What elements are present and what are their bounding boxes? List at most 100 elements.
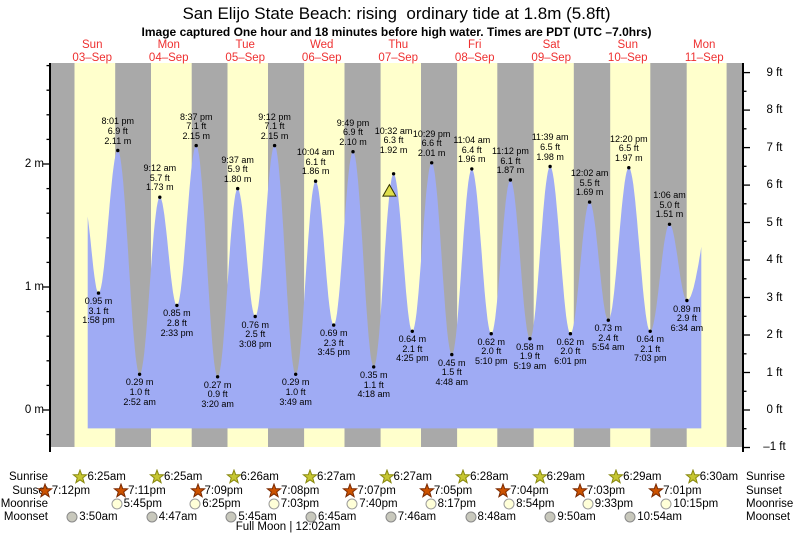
astro-row-label-left: Moonset bbox=[3, 510, 48, 523]
sunrise-entry bbox=[148, 468, 165, 490]
astro-row-label-left: Sunrise bbox=[9, 471, 48, 483]
right-axis-tick-label: 9 ft bbox=[766, 66, 783, 79]
moonset-entry bbox=[542, 509, 558, 530]
day-name: Thu bbox=[388, 39, 409, 51]
sunset-time: 7:08pm bbox=[280, 484, 320, 497]
moonset-time: 4:47am bbox=[158, 510, 198, 523]
annotation-line: 5.0 ft bbox=[659, 199, 680, 210]
annotation-line: 1.0 ft bbox=[129, 386, 150, 397]
sunset-icon bbox=[418, 482, 435, 498]
low-tide-annotation: 0.29 m 1.0 ft 2:52 am bbox=[123, 378, 156, 407]
day-name: Mon bbox=[693, 39, 716, 51]
left-axis-tick-label: 1 m bbox=[24, 281, 44, 293]
sunset-time: 7:05pm bbox=[433, 484, 473, 497]
annotation-line: 10:29 pm bbox=[412, 128, 451, 139]
moonrise-icon bbox=[503, 498, 515, 509]
sunset-icon bbox=[113, 482, 130, 498]
sunrise-time: 6:28am bbox=[470, 471, 509, 483]
annotation-line: 2.15 m bbox=[182, 130, 210, 141]
sunset-icon bbox=[36, 482, 53, 498]
annotation-line: 5:10 pm bbox=[474, 355, 508, 366]
annotation-line: 2:33 pm bbox=[160, 327, 194, 338]
annotation-line: 1.97 m bbox=[615, 152, 643, 163]
annotation-line: 9:12 pm bbox=[258, 111, 291, 122]
right-axis-tick-label: 0 ft bbox=[766, 404, 783, 416]
astro-row-label-right: Sunset bbox=[746, 484, 782, 497]
sunrise-icon bbox=[225, 468, 242, 484]
annotation-line: 0.45 m bbox=[438, 357, 466, 368]
annotation-line: 11:12 pm bbox=[492, 145, 529, 156]
annotation-line: 7.1 ft bbox=[264, 121, 285, 132]
day-label: Sun 10–Sep bbox=[608, 39, 648, 64]
low-tide-annotation: 0.58 m 1.9 ft 5:19 am bbox=[514, 342, 547, 372]
moonrise-time: 9:33pm bbox=[594, 497, 634, 510]
sunrise-entry bbox=[684, 468, 701, 490]
left-axis-tick-label: 2 m bbox=[24, 158, 44, 170]
moonrise-icon bbox=[346, 498, 358, 509]
annotation-line: 1:58 pm bbox=[82, 315, 115, 326]
low-tide-annotation: 0.73 m 2.4 ft 5:54 am bbox=[592, 324, 625, 353]
moonrise-icon bbox=[582, 498, 594, 509]
astro-row-label-right: Moonset bbox=[746, 510, 791, 523]
day-name: Wed bbox=[310, 39, 334, 51]
annotation-line: 4:18 am bbox=[357, 389, 390, 400]
annotation-line: 0.89 m bbox=[673, 303, 701, 314]
annotation-line: 0.27 m bbox=[203, 379, 232, 390]
sunset-icon bbox=[189, 482, 206, 498]
sunrise-time: 6:29am bbox=[546, 471, 586, 483]
day-date: 04–Sep bbox=[148, 51, 189, 64]
annotation-line: 9:49 pm bbox=[336, 117, 370, 128]
annotation-line: 5.9 ft bbox=[227, 164, 248, 175]
annotation-line: 0.85 m bbox=[163, 308, 191, 319]
moonset-icon bbox=[465, 511, 477, 522]
moonset-icon bbox=[146, 511, 158, 522]
annotation-line: 0.69 m bbox=[319, 328, 348, 339]
annotation-line: 3.1 ft bbox=[88, 305, 109, 316]
sunrise-time: 6:30am bbox=[699, 471, 739, 483]
moonset-entry bbox=[144, 509, 160, 530]
moonrise-entry bbox=[344, 496, 360, 517]
sunset-icon bbox=[265, 482, 283, 498]
sunrise-icon bbox=[455, 468, 472, 484]
annotation-line: 1.98 m bbox=[536, 151, 564, 162]
annotation-line: 0.76 m bbox=[241, 319, 269, 330]
annotation-line: 11:04 am bbox=[453, 134, 491, 145]
high-tide-annotation: 10:29 pm 6.6 ft 2.01 m bbox=[412, 128, 451, 159]
annotation-line: 9:12 am bbox=[143, 163, 177, 174]
right-axis-tick-label: –1 ft bbox=[763, 441, 786, 454]
sunset-entry bbox=[342, 482, 359, 504]
moonrise-entry bbox=[580, 496, 596, 517]
sunset-entry bbox=[418, 482, 435, 504]
y-axes bbox=[43, 63, 750, 452]
low-tide-annotation: 0.64 m 2.1 ft 7:03 pm bbox=[634, 335, 667, 364]
annotation-line: 1.5 ft bbox=[441, 367, 462, 378]
day-name: Sun bbox=[82, 39, 103, 51]
sunrise-time: 6:25am bbox=[87, 471, 126, 483]
day-name: Sun bbox=[617, 39, 638, 51]
right-axis-tick-label: 7 ft bbox=[766, 141, 783, 154]
sunset-entry bbox=[265, 482, 283, 504]
sunset-icon bbox=[495, 482, 512, 498]
sunrise-time: 6:25am bbox=[163, 471, 203, 483]
annotation-line: 2.0 ft bbox=[481, 346, 502, 357]
annotation-line: 6:01 pm bbox=[554, 355, 587, 366]
moonset-icon bbox=[385, 511, 397, 522]
day-date: 09–Sep bbox=[531, 51, 572, 64]
annotation-line: 6.5 ft bbox=[540, 142, 561, 153]
sunset-entry bbox=[113, 482, 130, 504]
moonset-time: 10:54am bbox=[637, 510, 682, 523]
moonrise-time: 5:45pm bbox=[123, 497, 162, 510]
sunset-entry bbox=[189, 482, 206, 504]
low-tide-annotation: 0.69 m 2.3 ft 3:45 pm bbox=[317, 329, 350, 358]
annotation-line: 0.95 m bbox=[84, 296, 113, 307]
annotation-line: 1.9 ft bbox=[519, 351, 540, 362]
annotation-line: 4:48 am bbox=[435, 376, 469, 387]
tide-curve-area bbox=[87, 145, 702, 429]
low-tide-annotation: 0.89 m 2.9 ft 6:34 am bbox=[671, 303, 704, 334]
annotation-line: 4:25 pm bbox=[396, 353, 429, 364]
annotation-line: 7.1 ft bbox=[186, 121, 207, 132]
sunset-time: 7:12pm bbox=[51, 484, 91, 497]
moonset-icon bbox=[305, 511, 317, 522]
